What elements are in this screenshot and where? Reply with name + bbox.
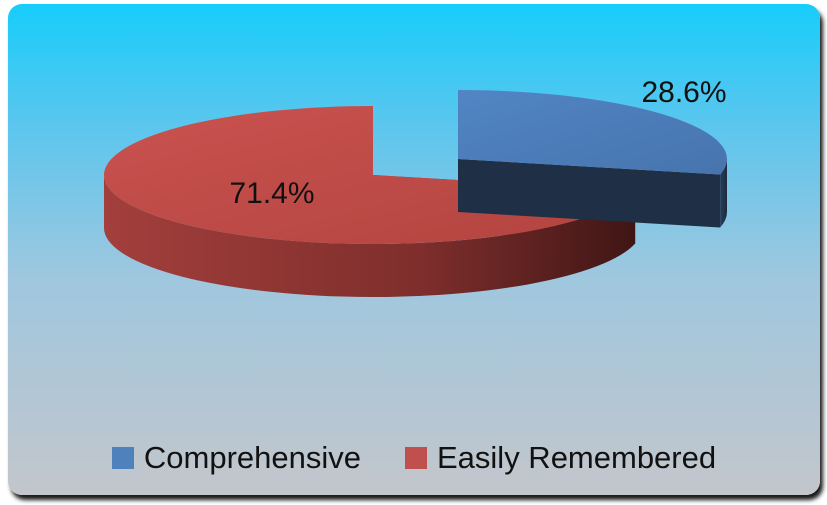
legend-label: Comprehensive <box>143 440 361 475</box>
pie-slice-wall <box>104 175 636 297</box>
legend-entry-comprehensive: Comprehensive <box>111 440 361 476</box>
pie-slice-comprehensive <box>458 90 727 228</box>
chart-frame: 28.6% 71.4% Comprehensive Easily Remembere… <box>8 4 820 495</box>
legend-swatch <box>405 447 427 469</box>
data-label-comprehensive: 28.6% <box>641 76 726 109</box>
legend: Comprehensive Easily Remembered <box>8 440 820 476</box>
legend-entry-easily-remembered: Easily Remembered <box>405 440 716 476</box>
legend-label: Easily Remembered <box>437 440 717 475</box>
data-label-easily-remembered: 71.4% <box>229 177 314 210</box>
pie-slice-wall <box>720 159 727 228</box>
pie-chart: 28.6% 71.4% <box>103 76 727 297</box>
pie-slice-top <box>458 90 727 175</box>
pie-slice-face <box>458 159 721 228</box>
legend-swatch <box>111 447 134 469</box>
